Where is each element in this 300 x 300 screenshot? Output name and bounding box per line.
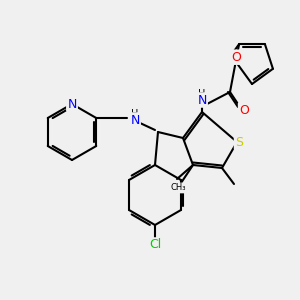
- Text: S: S: [235, 136, 243, 148]
- Text: Cl: Cl: [149, 238, 161, 251]
- Text: H: H: [198, 89, 206, 99]
- Text: N: N: [130, 113, 140, 127]
- Text: N: N: [197, 94, 207, 106]
- Text: O: O: [231, 51, 241, 64]
- Text: O: O: [239, 103, 249, 116]
- Text: CH₃: CH₃: [170, 184, 186, 193]
- Text: N: N: [67, 98, 77, 110]
- Text: H: H: [131, 109, 139, 119]
